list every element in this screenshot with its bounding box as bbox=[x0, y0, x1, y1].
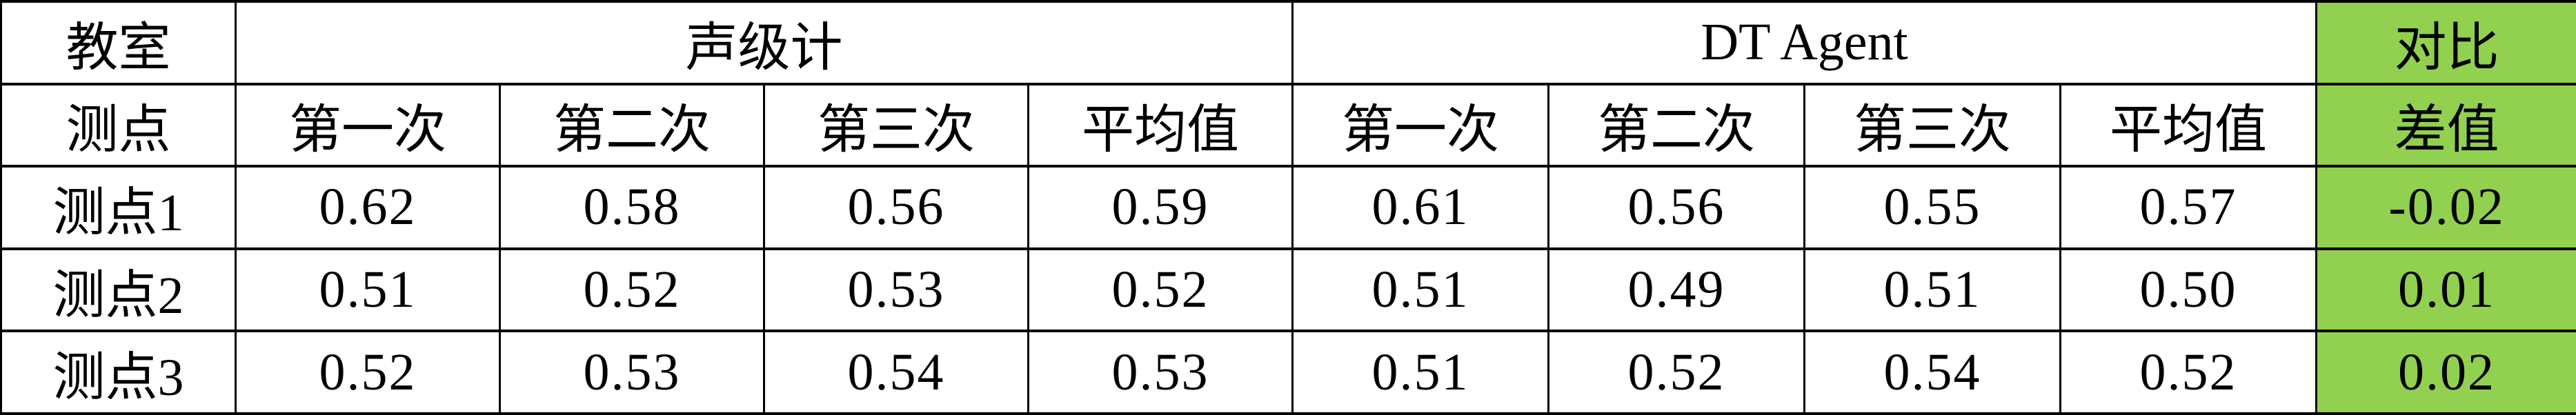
cell-slm-second: 0.52 bbox=[499, 247, 765, 333]
cell-dt-first: 0.51 bbox=[1291, 330, 1549, 415]
header-row-subcolumns: 测点 第一次 第二次 第三次 平均值 第一次 第二次 第三次 平均值 差值 bbox=[0, 82, 2576, 168]
cell-slm-second: 0.58 bbox=[499, 165, 765, 250]
subheader-dt-average: 平均值 bbox=[2059, 82, 2318, 168]
cell-dt-second: 0.49 bbox=[1547, 247, 1805, 333]
subheader-slm-first: 第一次 bbox=[235, 82, 501, 168]
subheader-slm-average: 平均值 bbox=[1027, 82, 1294, 168]
cell-diff: -0.02 bbox=[2315, 165, 2576, 250]
cell-slm-third: 0.54 bbox=[763, 330, 1029, 415]
table-row: 测点1 0.62 0.58 0.56 0.59 0.61 0.56 0.55 0… bbox=[0, 165, 2576, 250]
subheader-dt-first: 第一次 bbox=[1291, 82, 1549, 168]
cell-slm-average: 0.52 bbox=[1027, 247, 1294, 333]
cell-dt-average: 0.57 bbox=[2059, 165, 2318, 250]
subheader-slm-second: 第二次 bbox=[499, 82, 765, 168]
header-row-groups: 教室 声级计 DT Agent 对比 bbox=[0, 0, 2576, 85]
cell-dt-average: 0.52 bbox=[2059, 330, 2318, 415]
header-cell-dt-agent: DT Agent bbox=[1291, 0, 2318, 85]
header-cell-sound-level-meter: 声级计 bbox=[235, 0, 1294, 85]
header-cell-compare: 对比 bbox=[2315, 0, 2576, 85]
subheader-dt-third: 第三次 bbox=[1803, 82, 2061, 168]
cell-slm-third: 0.56 bbox=[763, 165, 1029, 250]
cell-dt-third: 0.51 bbox=[1803, 247, 2061, 333]
cell-slm-first: 0.52 bbox=[235, 330, 501, 415]
cell-dt-second: 0.52 bbox=[1547, 330, 1805, 415]
row-label: 测点1 bbox=[0, 165, 237, 250]
cell-diff: 0.01 bbox=[2315, 247, 2576, 333]
header-cell-point: 测点 bbox=[0, 82, 237, 168]
cell-slm-third: 0.53 bbox=[763, 247, 1029, 333]
subheader-slm-third: 第三次 bbox=[763, 82, 1029, 168]
cell-dt-first: 0.51 bbox=[1291, 247, 1549, 333]
cell-dt-average: 0.50 bbox=[2059, 247, 2318, 333]
header-cell-room: 教室 bbox=[0, 0, 237, 85]
subheader-dt-second: 第二次 bbox=[1547, 82, 1805, 168]
cell-slm-average: 0.59 bbox=[1027, 165, 1294, 250]
subheader-diff: 差值 bbox=[2315, 82, 2576, 168]
row-label: 测点3 bbox=[0, 330, 237, 415]
table-row: 测点3 0.52 0.53 0.54 0.53 0.51 0.52 0.54 0… bbox=[0, 330, 2576, 415]
cell-slm-average: 0.53 bbox=[1027, 330, 1294, 415]
cell-dt-third: 0.54 bbox=[1803, 330, 2061, 415]
row-label: 测点2 bbox=[0, 247, 237, 333]
cell-dt-first: 0.61 bbox=[1291, 165, 1549, 250]
cell-dt-third: 0.55 bbox=[1803, 165, 2061, 250]
cell-diff: 0.02 bbox=[2315, 330, 2576, 415]
cell-dt-second: 0.56 bbox=[1547, 165, 1805, 250]
cell-slm-second: 0.53 bbox=[499, 330, 765, 415]
cell-slm-first: 0.62 bbox=[235, 165, 501, 250]
table-row: 测点2 0.51 0.52 0.53 0.52 0.51 0.49 0.51 0… bbox=[0, 247, 2576, 333]
cell-slm-first: 0.51 bbox=[235, 247, 501, 333]
